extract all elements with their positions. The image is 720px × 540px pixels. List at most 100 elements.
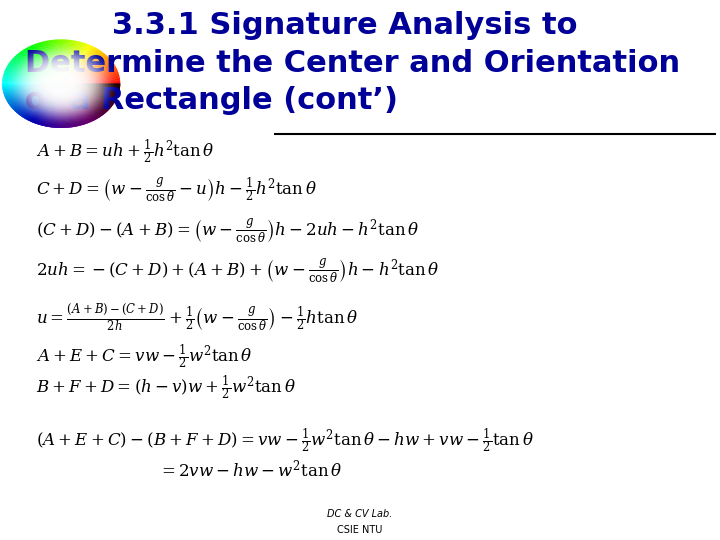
Wedge shape [61,84,82,126]
Wedge shape [61,84,65,128]
Wedge shape [17,54,61,84]
Circle shape [43,70,79,97]
Wedge shape [40,42,61,84]
Wedge shape [22,84,61,117]
Circle shape [14,49,108,119]
Wedge shape [61,84,120,92]
Wedge shape [61,84,99,118]
Text: $2uh = -(C+D)+(A+B)+\left(w - \frac{g}{\cos\theta}\right)h - h^2 \tan\theta$: $2uh = -(C+D)+(A+B)+\left(w - \frac{g}{\… [36,256,440,285]
Wedge shape [61,84,75,127]
Wedge shape [61,42,82,84]
Wedge shape [31,84,61,122]
Wedge shape [7,84,61,103]
Wedge shape [28,46,61,84]
Wedge shape [57,84,61,128]
Wedge shape [61,84,97,119]
Wedge shape [61,84,77,127]
Wedge shape [39,84,61,125]
Wedge shape [61,84,102,116]
Wedge shape [30,46,61,84]
Wedge shape [61,39,68,84]
Wedge shape [61,84,94,122]
Circle shape [37,65,86,102]
Wedge shape [35,44,61,84]
Text: $= 2vw - hw - w^2\tan\theta$: $= 2vw - hw - w^2\tan\theta$ [158,459,343,481]
Wedge shape [16,84,61,113]
Wedge shape [61,79,120,84]
Wedge shape [61,84,112,108]
Wedge shape [14,84,61,112]
Wedge shape [61,45,92,84]
Wedge shape [61,84,120,87]
Wedge shape [61,84,117,100]
Wedge shape [40,84,61,125]
Wedge shape [15,84,61,112]
Wedge shape [61,39,64,84]
Circle shape [60,83,63,85]
Wedge shape [30,84,61,122]
Wedge shape [50,40,61,84]
Wedge shape [22,84,61,118]
Circle shape [52,77,71,91]
Wedge shape [2,84,61,87]
Wedge shape [2,84,61,88]
Wedge shape [4,84,61,97]
Wedge shape [61,44,90,84]
Wedge shape [9,84,61,105]
Wedge shape [26,48,61,84]
Wedge shape [24,49,61,84]
Circle shape [28,59,94,109]
Wedge shape [10,61,61,84]
Wedge shape [61,84,86,124]
Wedge shape [17,84,61,114]
Wedge shape [61,84,120,89]
Text: $(C+D)-(A+B) = \left(w - \frac{g}{\cos\theta}\right)h - 2uh - h^2 \tan\theta$: $(C+D)-(A+B) = \left(w - \frac{g}{\cos\t… [36,216,419,245]
Wedge shape [61,49,99,84]
Circle shape [22,54,101,113]
Wedge shape [53,39,61,84]
Wedge shape [61,81,120,84]
Wedge shape [2,84,61,90]
Wedge shape [55,39,61,84]
Wedge shape [61,84,114,104]
Wedge shape [5,84,61,98]
Wedge shape [27,84,61,120]
Wedge shape [61,56,108,84]
Wedge shape [61,69,117,84]
Wedge shape [4,84,61,96]
Wedge shape [61,66,116,84]
Wedge shape [22,84,61,117]
Wedge shape [7,65,61,84]
Wedge shape [61,84,117,98]
Circle shape [31,61,91,106]
Wedge shape [61,84,115,103]
Wedge shape [61,45,91,84]
Wedge shape [61,84,102,117]
Wedge shape [61,84,120,91]
Wedge shape [41,84,61,126]
Wedge shape [61,84,100,118]
Wedge shape [61,83,120,84]
Circle shape [42,69,81,98]
Wedge shape [61,84,109,111]
Wedge shape [61,46,94,84]
Wedge shape [45,40,61,84]
Wedge shape [61,84,120,92]
Wedge shape [29,84,61,122]
Wedge shape [9,84,61,105]
Wedge shape [61,84,119,94]
Wedge shape [23,49,61,84]
Wedge shape [20,84,61,116]
Wedge shape [61,77,120,84]
Wedge shape [61,84,76,127]
Wedge shape [7,84,61,103]
Wedge shape [61,70,118,84]
Wedge shape [61,84,118,97]
Wedge shape [32,45,61,84]
Wedge shape [61,84,70,127]
Wedge shape [28,84,61,121]
Wedge shape [42,42,61,84]
Wedge shape [33,44,61,84]
Wedge shape [61,68,117,84]
Wedge shape [61,46,94,84]
